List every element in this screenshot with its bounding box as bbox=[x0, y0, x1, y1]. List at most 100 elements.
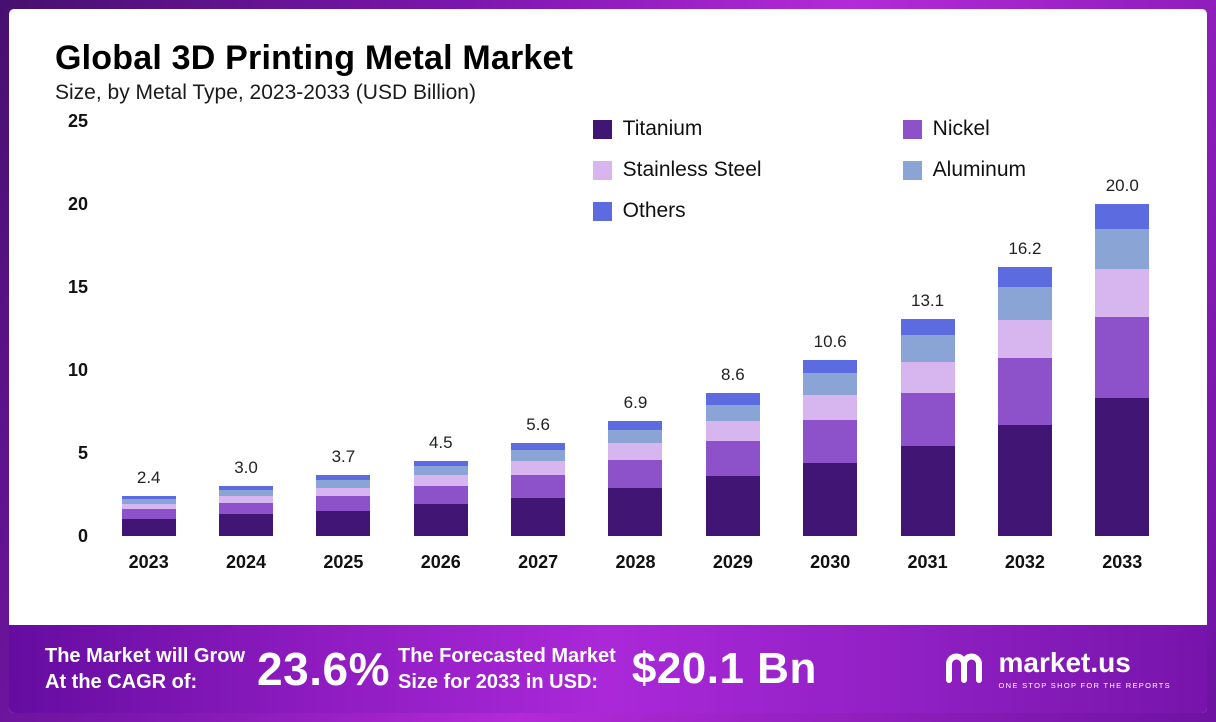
bar-segment-aluminum bbox=[900, 335, 955, 362]
bar-segment-stainless-steel bbox=[511, 461, 566, 475]
bar-stack bbox=[803, 360, 858, 536]
bar-segment-others bbox=[900, 318, 955, 336]
page-subtitle: Size, by Metal Type, 2023-2033 (USD Bill… bbox=[55, 81, 476, 104]
bar-2029: 8.6 bbox=[684, 121, 781, 536]
bar-total-label: 20.0 bbox=[1105, 176, 1139, 195]
bar-2026: 4.5 bbox=[392, 121, 489, 536]
bar-segment-others bbox=[316, 474, 371, 480]
page-title: Global 3D Printing Metal Market bbox=[55, 39, 574, 77]
bar-segment-nickel bbox=[608, 459, 663, 488]
bar-total-label: 2.4 bbox=[136, 468, 161, 488]
legend-swatch bbox=[902, 160, 922, 180]
bar-segment-aluminum bbox=[1095, 228, 1150, 269]
bar-segment-others bbox=[803, 360, 858, 374]
y-tick-label: 0 bbox=[77, 526, 88, 546]
x-tick-label: 2028 bbox=[615, 552, 656, 572]
bar-segment-aluminum bbox=[316, 479, 371, 488]
legend-label: Stainless Steel bbox=[622, 158, 762, 181]
bar-segment-aluminum bbox=[511, 449, 566, 462]
legend-swatch bbox=[592, 119, 612, 139]
legend-label: Aluminum bbox=[932, 158, 1027, 181]
y-tick-label: 20 bbox=[67, 194, 88, 214]
bar-stack bbox=[413, 461, 468, 536]
bar-segment-nickel bbox=[803, 419, 858, 463]
bar-segment-titanium bbox=[1095, 398, 1150, 537]
bar-total-label: 5.6 bbox=[526, 415, 550, 435]
bar-segment-others bbox=[608, 421, 663, 430]
bar-segment-others bbox=[511, 443, 566, 450]
bar-segment-titanium bbox=[316, 511, 371, 536]
x-tick-label: 2023 bbox=[128, 552, 169, 572]
bar-segment-stainless-steel bbox=[705, 421, 760, 442]
bar-stack bbox=[705, 393, 760, 536]
bar-2032: 16.2 bbox=[976, 121, 1073, 536]
bar-total-label: 3.0 bbox=[234, 458, 258, 478]
bar-2025: 3.7 bbox=[295, 121, 392, 536]
bar-segment-titanium bbox=[219, 514, 274, 536]
x-tick-label: 2027 bbox=[518, 552, 559, 572]
bar-segment-aluminum bbox=[121, 499, 176, 505]
bar-segment-titanium bbox=[997, 424, 1052, 536]
bar-segment-nickel bbox=[997, 358, 1052, 425]
x-tick-label: 2031 bbox=[907, 552, 948, 572]
bar-stack bbox=[316, 474, 371, 536]
legend-swatch bbox=[902, 119, 922, 139]
y-tick-label: 25 bbox=[67, 111, 88, 131]
bar-segment-stainless-steel bbox=[997, 320, 1052, 359]
bar-stack bbox=[997, 267, 1052, 536]
bar-segment-others bbox=[219, 486, 274, 490]
bar-segment-stainless-steel bbox=[413, 474, 468, 487]
bar-2033: 20.0 bbox=[1074, 121, 1171, 537]
bar-stack bbox=[121, 496, 176, 536]
bar-segment-titanium bbox=[511, 497, 566, 536]
cagr-value: 23.6% bbox=[257, 643, 390, 695]
bar-segment-nickel bbox=[316, 496, 371, 512]
bar-total-label: 6.9 bbox=[623, 393, 648, 413]
cagr-caption: The Market will Grow At the CAGR of: bbox=[45, 643, 245, 695]
bar-segment-titanium bbox=[608, 487, 663, 536]
footer-band: The Market will Grow At the CAGR of: 23.… bbox=[9, 625, 1207, 713]
y-tick-label: 10 bbox=[67, 360, 88, 380]
bar-stack bbox=[1095, 204, 1150, 537]
x-tick-label: 2029 bbox=[712, 552, 753, 572]
bar-stack bbox=[900, 318, 955, 536]
x-tick-label: 2026 bbox=[420, 552, 461, 572]
bar-segment-stainless-steel bbox=[1095, 268, 1150, 317]
forecast-caption-line1: The Forecasted Market bbox=[397, 645, 616, 667]
brand-name: market.us bbox=[998, 646, 1131, 678]
bar-total-label: 4.5 bbox=[428, 433, 453, 453]
bar-segment-stainless-steel bbox=[803, 394, 858, 420]
brand-tagline: ONE STOP SHOP FOR THE REPORTS bbox=[998, 680, 1171, 690]
bar-segment-stainless-steel bbox=[219, 496, 274, 503]
legend-item-stainless-steel: Stainless Steel bbox=[592, 158, 903, 182]
bar-segment-aluminum bbox=[413, 466, 468, 475]
bar-segment-others bbox=[705, 393, 760, 405]
bar-segment-titanium bbox=[705, 476, 760, 536]
bar-segment-stainless-steel bbox=[608, 443, 663, 460]
x-axis: 2023 2024 2025 2026 2027 2028 2029 2030 2031 2032… bbox=[100, 552, 1171, 573]
bar-segment-aluminum bbox=[608, 429, 663, 444]
legend-item-aluminum: Aluminum bbox=[902, 158, 1027, 182]
legend-label: Titanium bbox=[622, 117, 703, 140]
x-tick-label: 2032 bbox=[1004, 552, 1045, 572]
bar-2027: 5.6 bbox=[489, 121, 586, 536]
legend-item-nickel: Nickel bbox=[902, 117, 1026, 141]
bar-2031: 13.1 bbox=[879, 121, 976, 536]
forecast-value: $20.1 Bn bbox=[631, 644, 817, 693]
bar-total-label: 13.1 bbox=[911, 290, 945, 310]
bar-segment-nickel bbox=[121, 509, 176, 520]
bar-segment-aluminum bbox=[219, 489, 274, 497]
bar-segment-aluminum bbox=[803, 373, 858, 395]
bar-segment-titanium bbox=[121, 519, 176, 536]
bar-segment-nickel bbox=[1095, 316, 1150, 399]
x-tick-label: 2025 bbox=[323, 552, 364, 572]
plot-area: Titanium Nickel Stainless Steel Aluminum Oth… bbox=[100, 117, 1171, 537]
bar-segment-others bbox=[1095, 204, 1150, 229]
cagr-caption-line2: At the CAGR of: bbox=[45, 671, 198, 693]
bar-segment-nickel bbox=[219, 502, 274, 515]
infographic-card: Global 3D Printing Metal Market Size, by… bbox=[9, 9, 1207, 713]
bar-segment-aluminum bbox=[997, 287, 1052, 321]
marketus-logo: market.us ONE STOP SHOP FOR THE REPORTS bbox=[941, 647, 1171, 692]
x-tick-label: 2030 bbox=[810, 552, 851, 572]
